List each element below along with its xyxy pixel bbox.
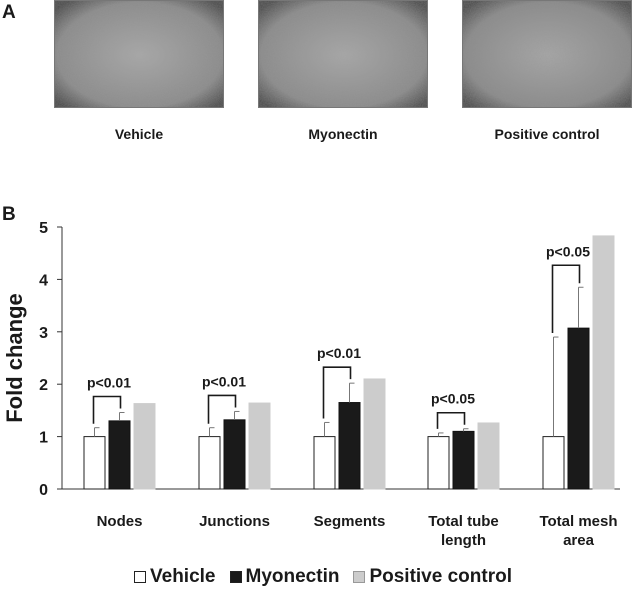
significance-label: p<0.05 [431, 391, 475, 407]
bar-myonectin [452, 430, 475, 490]
legend-item-myonectin: Myonectin [229, 566, 340, 588]
y-tick-label: 0 [39, 482, 48, 499]
micrograph-label-vehicle: Vehicle [114, 126, 164, 142]
panel-a-label: A [2, 2, 16, 23]
significance-bracket [207, 394, 237, 424]
micrograph-vehicle [54, 0, 224, 108]
y-tick-label: 3 [39, 325, 48, 342]
significance-bracket [92, 395, 122, 424]
legend-swatch-vehicle [134, 571, 146, 583]
significance-label: p<0.01 [317, 345, 361, 361]
bar-positive-control [477, 422, 500, 490]
y-tick-label: 5 [39, 220, 48, 237]
x-category-label: Total mesh [539, 513, 617, 530]
legend-label-myonectin: Myonectin [245, 566, 340, 587]
significance-bracket [551, 264, 581, 334]
bar-positive-control [363, 378, 386, 490]
y-axis-label: Fold change [2, 293, 27, 423]
x-category-label: Total tube [428, 513, 499, 530]
bar-vehicle [313, 436, 336, 490]
significance-label: p<0.05 [546, 243, 590, 259]
bar-positive-control [133, 403, 156, 490]
bar-vehicle [198, 436, 221, 490]
legend-item-positive-control: Positive control [353, 566, 512, 588]
y-tick-label: 1 [39, 430, 48, 447]
x-category-label: Segments [314, 513, 386, 530]
micrograph-label-positive-control: Positive control [494, 126, 600, 142]
micrograph-label-myonectin: Myonectin [308, 126, 378, 142]
x-category-label: length [441, 532, 486, 549]
bar-myonectin [223, 419, 246, 490]
micrograph-myonectin [258, 0, 428, 108]
significance-label: p<0.01 [87, 374, 131, 390]
bar-myonectin [108, 420, 131, 490]
x-category-label: Junctions [199, 513, 270, 530]
significance-label: p<0.01 [202, 373, 246, 389]
micrograph-myonectin-image [259, 1, 427, 107]
y-tick-label: 2 [39, 377, 48, 394]
bar-chart: 0 1 2 3 4 5 Fold change p<0.01 Nodes p<0.01 Juncti… [2, 220, 620, 549]
x-category-label: Nodes [97, 513, 143, 530]
chart-legend: Vehicle Myonectin Positive control [134, 566, 526, 588]
legend-item-vehicle: Vehicle [134, 566, 216, 588]
bar-vehicle [542, 436, 565, 490]
micrograph-positive-control [462, 0, 632, 108]
significance-bracket [436, 411, 466, 429]
legend-label-vehicle: Vehicle [150, 566, 216, 587]
bar-vehicle [83, 436, 106, 490]
panel-b-label: B [2, 204, 16, 225]
bar-positive-control [248, 402, 271, 490]
significance-bracket [322, 366, 352, 419]
micrograph-vehicle-image [55, 1, 223, 107]
legend-label-positive-control: Positive control [369, 566, 512, 587]
bar-myonectin [567, 327, 590, 490]
micrograph-positive-control-image [463, 1, 631, 107]
legend-swatch-myonectin [229, 571, 242, 583]
bar-positive-control [592, 235, 615, 490]
y-tick-label: 4 [39, 272, 48, 289]
bar-vehicle [427, 436, 450, 490]
x-category-label: area [563, 532, 595, 549]
bar-myonectin [338, 402, 361, 490]
legend-swatch-positive-control [353, 571, 366, 583]
